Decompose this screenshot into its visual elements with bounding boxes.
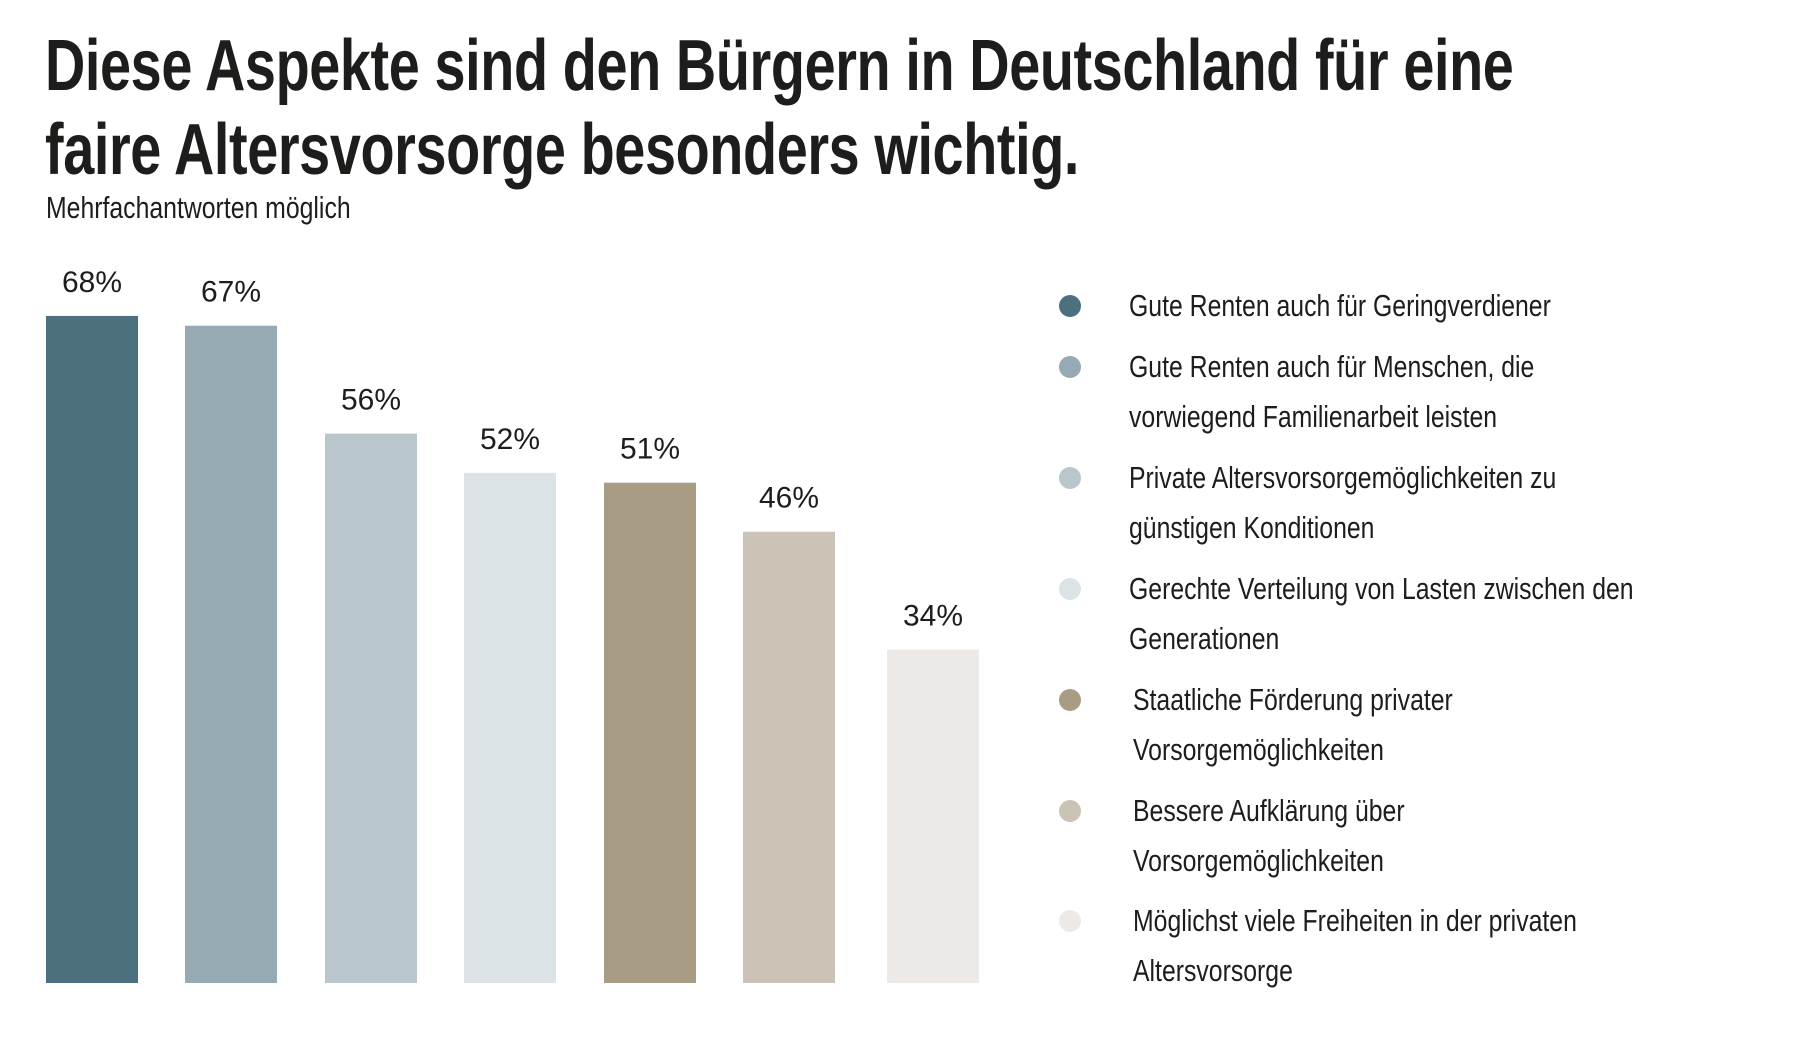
legend-dot-icon <box>1059 295 1081 317</box>
legend-label-line: Bessere Aufklärung über <box>1133 793 1405 828</box>
bar-value-label: 52% <box>480 423 540 456</box>
legend-label: Staatliche Förderung privater Vorsorgemö… <box>1133 675 1453 775</box>
chart-title-line-1: Diese Aspekte sind den Bürgern in Deutsc… <box>45 26 1514 106</box>
legend-label: Gute Renten auch für Geringverdiener <box>1129 281 1551 331</box>
bar-value-label: 51% <box>620 433 680 466</box>
legend-label-line: vorwiegend Familienarbeit leisten <box>1129 399 1498 434</box>
bar <box>743 531 835 983</box>
legend-dot-icon <box>1059 910 1081 932</box>
bar <box>887 649 979 983</box>
legend-dot-icon <box>1059 800 1081 822</box>
chart-title-line-2: faire Altersvorsorge besonders wichtig. <box>45 110 1080 190</box>
bar <box>185 325 277 984</box>
bar <box>464 472 556 983</box>
bar <box>325 433 417 983</box>
legend-label: Bessere Aufklärung über Vorsorgemöglichk… <box>1133 786 1405 886</box>
legend-label: Gute Renten auch für Menschen, die vorwi… <box>1129 342 1534 442</box>
legend-label-line: Gerechte Verteilung von Lasten zwischen … <box>1129 571 1634 606</box>
legend-label-line: Altersvorsorge <box>1133 953 1293 988</box>
legend-dot-icon <box>1059 578 1081 600</box>
legend-dot-icon <box>1059 356 1081 378</box>
bar-value-label: 56% <box>341 384 401 417</box>
bar-chart: 68% 67% 56% 52% 51% 46% 34% <box>46 266 979 984</box>
bar <box>604 482 696 983</box>
bar-value-label: 68% <box>62 266 122 299</box>
legend-label-line: Staatliche Förderung privater <box>1133 682 1453 717</box>
legend-label: Möglichst viele Freiheiten in der privat… <box>1133 896 1577 996</box>
legend-label-line: Vorsorgemöglichkeiten <box>1133 732 1384 767</box>
legend-label-line: Vorsorgemöglichkeiten <box>1133 843 1384 878</box>
chart-subtitle: Mehrfachantworten möglich <box>46 190 351 225</box>
bar-value-label: 46% <box>759 482 819 515</box>
bar-value-label: 67% <box>201 276 261 309</box>
legend-label-line: Gute Renten auch für Geringverdiener <box>1129 288 1551 323</box>
legend-label-line: Möglichst viele Freiheiten in der privat… <box>1133 903 1577 938</box>
bar-value-label: 34% <box>903 599 963 632</box>
legend-label: Private Altersvorsorgemöglichkeiten zu g… <box>1129 453 1556 553</box>
legend-label: Gerechte Verteilung von Lasten zwischen … <box>1129 564 1634 664</box>
legend-dot-icon <box>1059 467 1081 489</box>
bar <box>46 315 138 983</box>
legend-dot-icon <box>1059 689 1081 711</box>
legend-label-line: günstigen Konditionen <box>1129 510 1375 545</box>
legend-label-line: Generationen <box>1129 621 1280 656</box>
legend-label-line: Private Altersvorsorgemöglichkeiten zu <box>1129 460 1557 495</box>
legend-label-line: Gute Renten auch für Menschen, die <box>1129 349 1535 384</box>
